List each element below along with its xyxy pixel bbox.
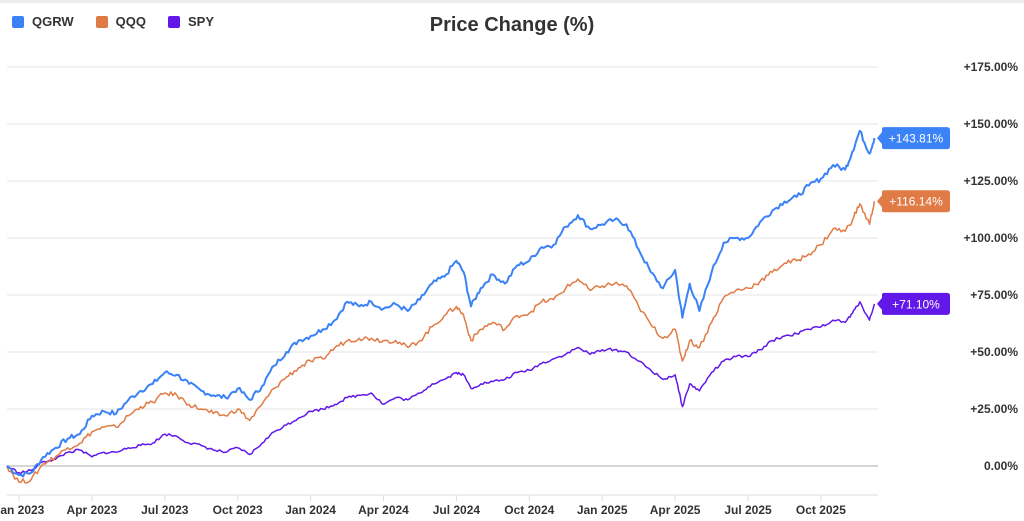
x-tick-label: Jul 2023 xyxy=(141,503,189,517)
chart-title: Price Change (%) xyxy=(429,14,595,36)
badge-value: +143.81% xyxy=(889,132,944,146)
last-value-badges: +143.81% +116.14% +71.10% xyxy=(877,127,950,315)
y-tick-label: +50.00% xyxy=(970,345,1018,359)
x-tick-label: Apr 2023 xyxy=(67,503,118,517)
x-axis: Jan 2023 Apr 2023 Jul 2023 Oct 2023 Jan 2024… xyxy=(0,494,878,517)
y-tick-label: +100.00% xyxy=(964,231,1019,245)
chart-legend: QGRW QQQ SPY xyxy=(12,14,236,29)
x-tick-label: Jan 2023 xyxy=(0,503,45,517)
badge-qqq: +116.14% xyxy=(877,190,950,213)
badge-spy: +71.10% xyxy=(877,292,950,315)
legend-swatch-qgrw xyxy=(12,15,24,28)
y-tick-label: +175.00% xyxy=(964,60,1019,74)
legend-swatch-qqq xyxy=(95,15,108,28)
grid-lines xyxy=(7,66,878,467)
top-border xyxy=(0,0,1024,3)
badge-bg xyxy=(877,127,950,150)
x-tick-label: Jul 2025 xyxy=(724,503,772,517)
legend-item-qqq[interactable]: QQQ xyxy=(95,14,146,29)
y-axis: 0.00% +25.00% +50.00% +75.00% +100.00% +125.0… xyxy=(964,60,1019,473)
y-tick-label: +125.00% xyxy=(964,174,1019,188)
y-tick-label: 0.00% xyxy=(984,459,1018,473)
legend-label-spy: SPY xyxy=(188,14,215,29)
x-tick-label: Jan 2024 xyxy=(285,503,336,517)
y-tick-label: +25.00% xyxy=(970,402,1018,416)
badge-bg xyxy=(877,190,950,213)
y-tick-label: +150.00% xyxy=(964,117,1019,131)
x-tick-label: Jan 2025 xyxy=(577,503,628,517)
x-tick-label: Oct 2023 xyxy=(213,503,263,517)
badge-value: +71.10% xyxy=(892,297,940,311)
badge-value: +116.14% xyxy=(889,195,943,209)
series-line-qqq xyxy=(6,201,876,484)
x-tick-label: Oct 2025 xyxy=(796,503,846,517)
legend-item-spy[interactable]: SPY xyxy=(168,14,214,29)
x-tick-label: Apr 2024 xyxy=(358,503,409,517)
badge-qgrw: +143.81% xyxy=(877,127,950,150)
legend-label-qgrw: QGRW xyxy=(32,14,74,29)
legend-item-qgrw[interactable]: QGRW xyxy=(12,14,74,29)
legend-label-qqq: QQQ xyxy=(115,14,146,29)
x-tick-label: Apr 2025 xyxy=(650,503,701,517)
legend-swatch-spy xyxy=(168,15,180,28)
series-line-spy xyxy=(6,301,876,475)
x-tick-label: Oct 2024 xyxy=(504,503,554,517)
badge-bg xyxy=(877,292,950,315)
series-lines xyxy=(6,129,876,484)
x-tick-label: Jul 2024 xyxy=(433,503,481,517)
series-line-qgrw xyxy=(6,129,876,478)
y-tick-label: +75.00% xyxy=(970,288,1018,302)
